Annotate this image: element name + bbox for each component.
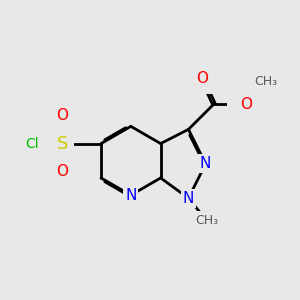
- Text: N: N: [125, 188, 136, 202]
- Text: N: N: [183, 191, 194, 206]
- Text: Cl: Cl: [25, 136, 38, 151]
- Text: O: O: [57, 164, 69, 179]
- Text: O: O: [57, 108, 69, 123]
- Text: O: O: [241, 97, 253, 112]
- Text: N: N: [200, 156, 211, 171]
- Text: O: O: [196, 71, 208, 86]
- Text: S: S: [57, 135, 68, 153]
- Text: CH₃: CH₃: [196, 214, 219, 227]
- Text: CH₃: CH₃: [254, 75, 277, 88]
